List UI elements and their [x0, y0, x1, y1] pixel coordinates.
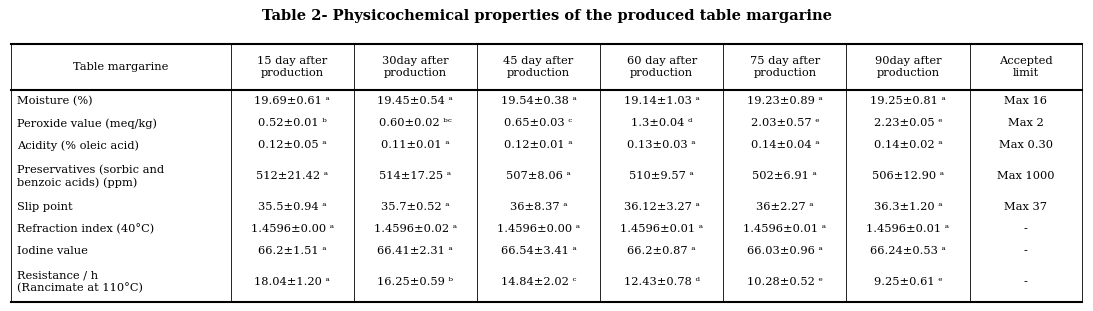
Text: Acidity (% oleic acid): Acidity (% oleic acid)	[17, 140, 140, 151]
Text: 18.04±1.20 ᵃ: 18.04±1.20 ᵃ	[255, 277, 330, 287]
Text: 60 day after
production: 60 day after production	[626, 56, 696, 78]
Text: 9.25±0.61 ᵉ: 9.25±0.61 ᵉ	[873, 277, 942, 287]
Text: 0.13±0.03 ᵃ: 0.13±0.03 ᵃ	[627, 141, 696, 151]
Text: 36.3±1.20 ᵃ: 36.3±1.20 ᵃ	[873, 202, 942, 212]
Text: 66.2±0.87 ᵃ: 66.2±0.87 ᵃ	[627, 246, 696, 256]
Text: 1.3±0.04 ᵈ: 1.3±0.04 ᵈ	[631, 118, 692, 128]
Text: 16.25±0.59 ᵇ: 16.25±0.59 ᵇ	[377, 277, 454, 287]
Text: 0.52±0.01 ᵇ: 0.52±0.01 ᵇ	[258, 118, 327, 128]
Text: 1.4596±0.00 ᵃ: 1.4596±0.00 ᵃ	[250, 224, 333, 234]
Text: 10.28±0.52 ᵉ: 10.28±0.52 ᵉ	[747, 277, 823, 287]
Text: 45 day after
production: 45 day after production	[504, 56, 574, 78]
Text: 36±2.27 ᵃ: 36±2.27 ᵃ	[756, 202, 813, 212]
Text: 507±8.06 ᵃ: 507±8.06 ᵃ	[506, 171, 571, 181]
Text: Refraction index (40°C): Refraction index (40°C)	[17, 224, 155, 234]
Text: 66.41±2.31 ᵃ: 66.41±2.31 ᵃ	[377, 246, 454, 256]
Text: 19.14±1.03 ᵃ: 19.14±1.03 ᵃ	[624, 96, 700, 106]
Text: 1.4596±0.01 ᵃ: 1.4596±0.01 ᵃ	[620, 224, 703, 234]
Text: -: -	[1024, 224, 1027, 234]
Text: Max 1000: Max 1000	[997, 171, 1055, 181]
Text: Max 16: Max 16	[1004, 96, 1047, 106]
Text: 75 day after
production: 75 day after production	[750, 56, 820, 78]
Text: 1.4596±0.00 ᵃ: 1.4596±0.00 ᵃ	[497, 224, 580, 234]
Text: 1.4596±0.02 ᵃ: 1.4596±0.02 ᵃ	[374, 224, 457, 234]
Text: 2.23±0.05 ᵉ: 2.23±0.05 ᵉ	[873, 118, 942, 128]
Text: 0.65±0.03 ᶜ: 0.65±0.03 ᶜ	[504, 118, 573, 128]
Text: 502±6.91 ᵃ: 502±6.91 ᵃ	[752, 171, 818, 181]
Text: -: -	[1024, 277, 1027, 287]
Text: -: -	[1024, 246, 1027, 256]
Text: 30day after
production: 30day after production	[381, 56, 448, 78]
Text: 36.12±3.27 ᵃ: 36.12±3.27 ᵃ	[624, 202, 700, 212]
Text: Iodine value: Iodine value	[17, 246, 89, 256]
Text: 0.11±0.01 ᵃ: 0.11±0.01 ᵃ	[381, 141, 449, 151]
Text: 15 day after
production: 15 day after production	[257, 56, 327, 78]
Text: Slip point: Slip point	[17, 202, 73, 212]
Text: 510±9.57 ᵃ: 510±9.57 ᵃ	[630, 171, 694, 181]
Text: Max 2: Max 2	[1008, 118, 1044, 128]
Text: 19.54±0.38 ᵃ: 19.54±0.38 ᵃ	[501, 96, 576, 106]
Text: Moisture (%): Moisture (%)	[17, 96, 93, 106]
Text: 514±17.25 ᵃ: 514±17.25 ᵃ	[379, 171, 451, 181]
Text: 66.03±0.96 ᵃ: 66.03±0.96 ᵃ	[747, 246, 823, 256]
Text: 0.12±0.05 ᵃ: 0.12±0.05 ᵃ	[258, 141, 327, 151]
Text: Resistance / h
(Rancimate at 110°C): Resistance / h (Rancimate at 110°C)	[17, 270, 143, 294]
Text: 1.4596±0.01 ᵃ: 1.4596±0.01 ᵃ	[743, 224, 826, 234]
Text: Max 37: Max 37	[1004, 202, 1047, 212]
Text: 90day after
production: 90day after production	[874, 56, 941, 78]
Text: Table 2- Physicochemical properties of the produced table margarine: Table 2- Physicochemical properties of t…	[261, 9, 832, 23]
Text: 66.24±0.53 ᵃ: 66.24±0.53 ᵃ	[870, 246, 945, 256]
Text: Peroxide value (meq/kg): Peroxide value (meq/kg)	[17, 118, 157, 129]
Text: 19.23±0.89 ᵃ: 19.23±0.89 ᵃ	[747, 96, 823, 106]
Text: 0.14±0.02 ᵃ: 0.14±0.02 ᵃ	[873, 141, 942, 151]
Text: 0.14±0.04 ᵃ: 0.14±0.04 ᵃ	[751, 141, 819, 151]
Text: 1.4596±0.01 ᵃ: 1.4596±0.01 ᵃ	[867, 224, 950, 234]
Text: 0.60±0.02 ᵇᶜ: 0.60±0.02 ᵇᶜ	[379, 118, 451, 128]
Text: 14.84±2.02 ᶜ: 14.84±2.02 ᶜ	[501, 277, 576, 287]
Text: 0.12±0.01 ᵃ: 0.12±0.01 ᵃ	[504, 141, 573, 151]
Text: Preservatives (sorbic and
benzoic acids) (ppm): Preservatives (sorbic and benzoic acids)…	[17, 165, 165, 188]
Text: 506±12.90 ᵃ: 506±12.90 ᵃ	[872, 171, 944, 181]
Text: 19.69±0.61 ᵃ: 19.69±0.61 ᵃ	[255, 96, 330, 106]
Text: 35.5±0.94 ᵃ: 35.5±0.94 ᵃ	[258, 202, 327, 212]
Text: Accepted
limit: Accepted limit	[999, 56, 1053, 78]
Text: 36±8.37 ᵃ: 36±8.37 ᵃ	[509, 202, 567, 212]
Text: 512±21.42 ᵃ: 512±21.42 ᵃ	[256, 171, 328, 181]
Text: 66.2±1.51 ᵃ: 66.2±1.51 ᵃ	[258, 246, 327, 256]
Text: Max 0.30: Max 0.30	[999, 141, 1053, 151]
Text: 19.45±0.54 ᵃ: 19.45±0.54 ᵃ	[377, 96, 454, 106]
Text: Table margarine: Table margarine	[73, 62, 168, 72]
Text: 35.7±0.52 ᵃ: 35.7±0.52 ᵃ	[381, 202, 449, 212]
Text: 12.43±0.78 ᵈ: 12.43±0.78 ᵈ	[624, 277, 700, 287]
Text: 19.25±0.81 ᵃ: 19.25±0.81 ᵃ	[870, 96, 945, 106]
Text: 66.54±3.41 ᵃ: 66.54±3.41 ᵃ	[501, 246, 576, 256]
Text: 2.03±0.57 ᵉ: 2.03±0.57 ᵉ	[751, 118, 819, 128]
